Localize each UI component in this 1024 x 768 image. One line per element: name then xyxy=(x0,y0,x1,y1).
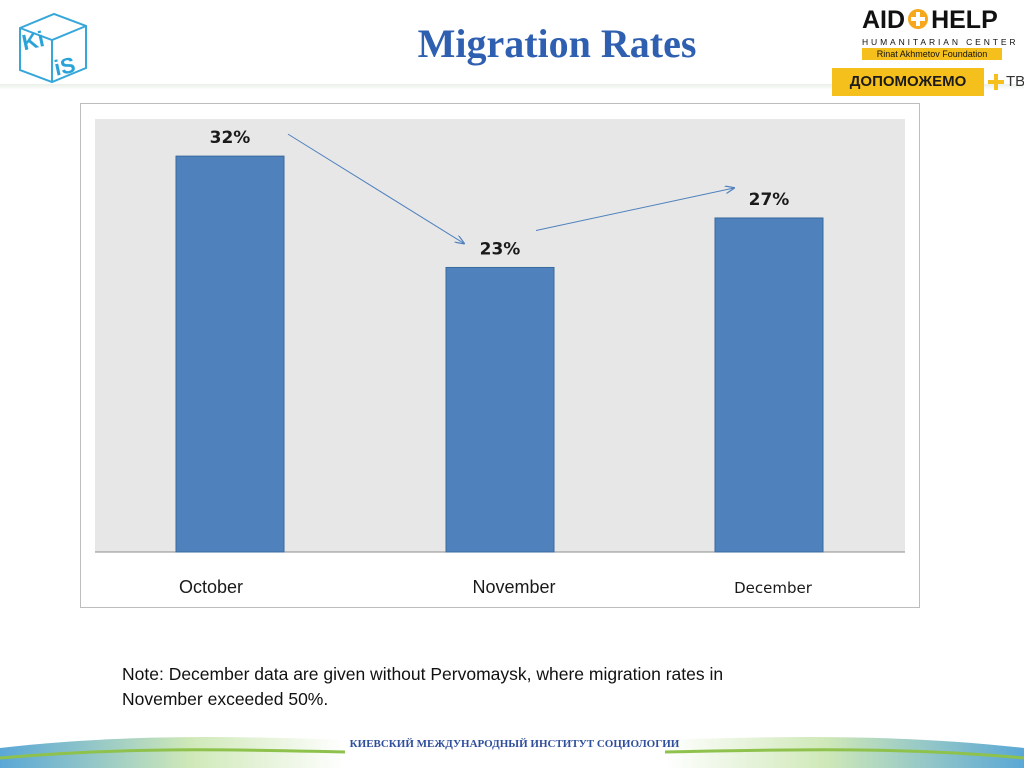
category-label-november: November xyxy=(472,577,555,597)
category-label-october: October xyxy=(179,577,243,597)
bar-november xyxy=(445,266,555,553)
kiis-logo: Ki iS xyxy=(19,12,87,84)
bar-october xyxy=(175,155,285,553)
aidhelp-word-right: HELP xyxy=(931,6,998,34)
note-line-2: November exceeded 50%. xyxy=(122,689,329,709)
kiis-logo-line2: iS xyxy=(52,52,78,81)
tv-badge-text: ДОПОМОЖЕМО xyxy=(832,68,984,96)
data-label-december: 27% xyxy=(749,190,790,210)
header-band xyxy=(0,84,1024,90)
aidhelp-logo: AID HELP HUMANITARIAN CENTER Rinat Akhmet… xyxy=(858,6,1016,60)
aidhelp-word-left: AID xyxy=(862,6,906,34)
footer-institute-name: КИЕВСКИЙ МЕЖДУНАРОДНЫЙ ИНСТИТУТ СОЦИОЛОГ… xyxy=(349,738,680,750)
bar-chart: 32% 23% 27% October November December xyxy=(95,119,905,597)
aidhelp-foundation: Rinat Akhmetov Foundation xyxy=(862,48,1002,60)
plus-icon xyxy=(988,74,1004,90)
kiis-logo-line1: Ki xyxy=(20,26,47,55)
aidhelp-wordmark: AID HELP xyxy=(862,6,998,35)
plus-icon xyxy=(908,9,929,29)
note-line-1: Note: December data are given without Pe… xyxy=(122,664,724,684)
tv-badge: ДОПОМОЖЕМО ТВ xyxy=(832,68,1024,96)
data-label-october: 32% xyxy=(210,128,251,148)
bar-december xyxy=(714,217,824,553)
trend-arrow-october-november xyxy=(287,133,464,243)
tv-badge-suffix: ТВ xyxy=(1006,73,1024,90)
page-title: Migration Rates xyxy=(417,21,697,66)
aidhelp-subtitle: HUMANITARIAN CENTER xyxy=(862,37,1019,47)
trend-arrow-november-december xyxy=(535,188,734,231)
chart-note: Note: December data are given without Pe… xyxy=(122,662,842,712)
category-label-december: December xyxy=(734,579,813,597)
footer-decoration xyxy=(0,737,1024,768)
data-label-november: 23% xyxy=(480,239,521,259)
